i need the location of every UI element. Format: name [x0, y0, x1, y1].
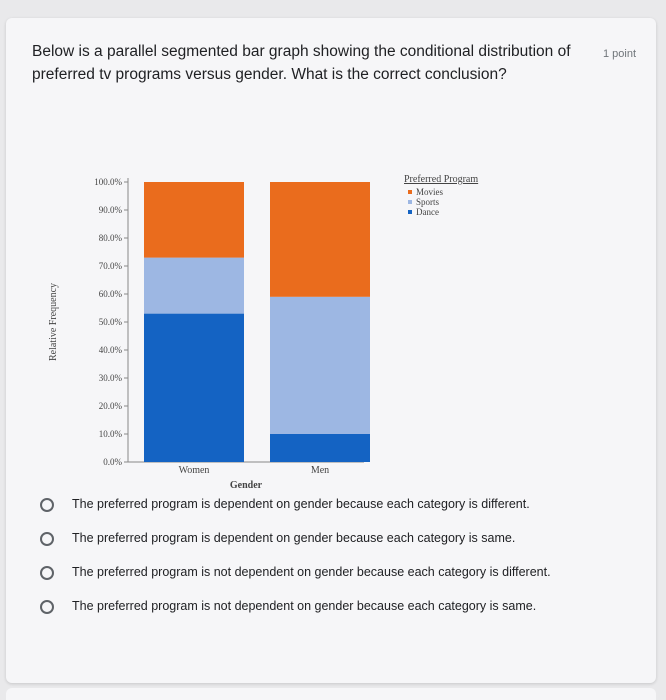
option-label: The preferred program is dependent on ge…	[72, 497, 530, 511]
bar-segment-dance	[144, 313, 244, 462]
legend-swatch	[408, 210, 412, 214]
y-tick-label: 30.0%	[99, 373, 123, 383]
y-tick-label: 80.0%	[99, 233, 123, 243]
x-axis-label: Gender	[230, 480, 263, 488]
question-card: Below is a parallel segmented bar graph …	[6, 18, 656, 683]
radio-button[interactable]	[40, 565, 54, 580]
legend-entry: Sports	[416, 197, 440, 207]
segmented-bar-chart: 0.0% 10.0% 20.0% 30.0% 40.0% 50.0% 60.0% 70.0% 8…	[34, 148, 514, 491]
y-tick-label: 50.0%	[99, 317, 123, 327]
radio-button[interactable]	[40, 497, 54, 512]
option-label: The preferred program is not dependent o…	[72, 599, 537, 613]
radio-button[interactable]	[40, 531, 54, 546]
y-tick-label: 0.0%	[103, 457, 122, 467]
legend-swatch	[408, 190, 412, 194]
bar-segment-sports	[270, 296, 370, 434]
bar-segment-sports	[144, 257, 244, 314]
legend-title: Preferred Program	[404, 174, 478, 185]
option-label: The preferred program is dependent on ge…	[72, 531, 516, 545]
answer-options: The preferred program is dependent on ge…	[40, 496, 640, 632]
bar-segment-movies	[270, 182, 370, 297]
y-tick-label: 10.0%	[99, 429, 123, 439]
next-card-edge	[6, 688, 656, 700]
radio-button[interactable]	[40, 599, 54, 614]
y-tick-label: 60.0%	[99, 289, 123, 299]
x-tick-label: Men	[311, 465, 329, 476]
option-1[interactable]: The preferred program is dependent on ge…	[40, 496, 640, 513]
chart-svg: 0.0% 10.0% 20.0% 30.0% 40.0% 50.0% 60.0% 70.0% 8…	[48, 174, 478, 491]
points-label: 1 point	[602, 48, 636, 60]
y-tick-label: 100.0%	[94, 177, 122, 187]
legend-entry: Dance	[416, 207, 439, 217]
option-4[interactable]: The preferred program is not dependent o…	[40, 598, 640, 615]
y-tick-label: 40.0%	[99, 345, 123, 355]
y-axis-label: Relative Frequency	[48, 283, 59, 361]
bar-segment-dance	[270, 434, 370, 462]
option-label: The preferred program is not dependent o…	[72, 565, 551, 579]
legend-entry: Movies	[416, 187, 443, 197]
y-tick-label: 90.0%	[99, 205, 123, 215]
y-tick-label: 20.0%	[99, 401, 123, 411]
option-2[interactable]: The preferred program is dependent on ge…	[40, 530, 640, 547]
x-tick-label: Women	[179, 465, 210, 476]
question-text: Below is a parallel segmented bar graph …	[32, 43, 571, 83]
option-3[interactable]: The preferred program is not dependent o…	[40, 564, 640, 581]
legend-swatch	[408, 200, 412, 204]
y-tick-label: 70.0%	[99, 261, 123, 271]
bar-segment-movies	[144, 182, 244, 258]
